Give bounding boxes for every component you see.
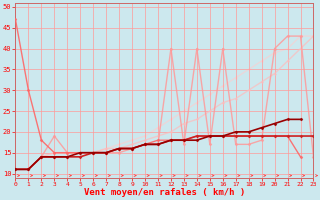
X-axis label: Vent moyen/en rafales ( km/h ): Vent moyen/en rafales ( km/h ) [84, 188, 245, 197]
